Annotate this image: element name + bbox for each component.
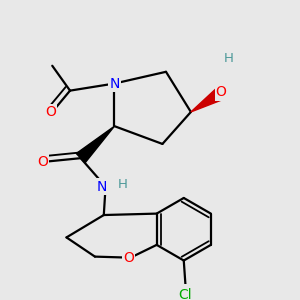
Polygon shape [76, 126, 115, 163]
Text: H: H [223, 52, 233, 65]
Text: O: O [123, 251, 134, 265]
Text: N: N [97, 180, 107, 194]
Text: O: O [45, 105, 56, 119]
Text: N: N [109, 76, 120, 91]
Polygon shape [191, 89, 223, 112]
Text: O: O [37, 155, 48, 169]
Text: O: O [216, 85, 226, 99]
Text: H: H [118, 178, 128, 191]
Text: Cl: Cl [179, 288, 192, 300]
